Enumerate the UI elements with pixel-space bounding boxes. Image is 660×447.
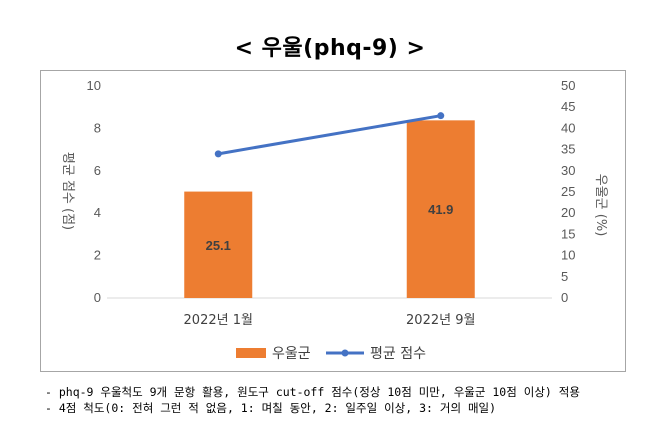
bar-data-label: 25.1 [206,238,231,253]
right-tick-label: 25 [561,184,575,199]
left-axis-label: 평균 점수 (점) [60,152,75,230]
right-tick-label: 50 [561,78,575,93]
bar-series: 25.1 41.9 [184,120,475,299]
right-tick-label: 20 [561,205,575,220]
line-series [214,112,445,158]
right-tick-label: 45 [561,99,575,114]
category-label: 2022년 9월 [406,313,475,328]
right-tick-label: 10 [561,248,575,263]
chart-title: < 우울(phq-9) > [234,36,426,61]
right-tick-label: 5 [561,269,568,284]
bar-data-label: 41.9 [428,202,453,217]
legend-line-label: 평균 점수 [370,346,426,362]
left-axis-title: 평균 점수 [60,152,75,204]
left-axis-unit: (점) [60,208,75,230]
left-tick-label: 10 [87,78,101,93]
category-labels: 2022년 1월 2022년 9월 [184,313,476,328]
right-axis-label: 우울군 (%) [593,174,608,237]
right-tick-label: 15 [561,226,575,241]
legend: 우울군 평균 점수 [236,346,426,362]
legend-bar-label: 우울군 [272,346,311,362]
line-point [214,150,222,158]
right-axis-ticks: 0 5 10 15 20 25 30 35 40 45 50 [561,78,575,305]
right-tick-label: 35 [561,142,575,157]
footnote-1: - phq-9 우울척도 9개 문항 활용, 원도구 cut-off 점수(정상… [45,385,580,399]
left-tick-label: 6 [94,163,101,178]
line-path [217,114,442,156]
right-tick-label: 0 [561,290,568,305]
right-axis-unit: (%) [593,214,608,237]
legend-bar-swatch [236,348,266,358]
line-point [437,112,445,120]
category-label: 2022년 1월 [184,313,253,328]
left-tick-label: 2 [94,248,101,263]
left-axis-ticks: 0 2 4 6 8 10 [87,78,101,305]
left-tick-label: 8 [94,120,101,135]
legend-line-marker [341,349,349,357]
footnote-2: - 4점 척도(0: 전혀 그런 적 없음, 1: 며칠 동안, 2: 일주일 … [45,401,497,415]
right-tick-label: 30 [561,163,575,178]
left-tick-label: 0 [94,290,101,305]
footnotes: - phq-9 우울척도 9개 문항 활용, 원도구 cut-off 점수(정상… [45,384,645,416]
right-tick-label: 40 [561,120,575,135]
bar [406,120,475,299]
bar [184,191,253,298]
chart-frame [40,70,626,372]
right-axis-title: 우울군 [593,174,608,210]
left-tick-label: 4 [94,205,101,220]
